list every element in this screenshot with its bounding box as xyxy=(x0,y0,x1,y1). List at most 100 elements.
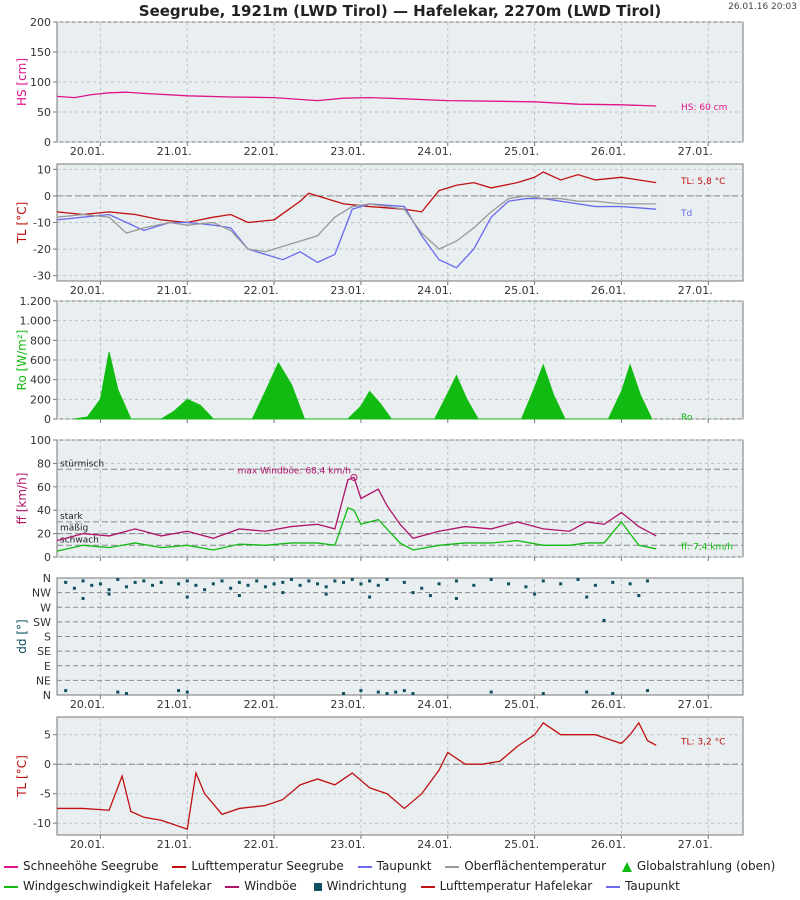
line-series xyxy=(56,91,657,107)
scatter-point xyxy=(359,582,363,586)
scatter-point xyxy=(611,580,615,584)
square-icon xyxy=(313,882,322,891)
annotation: Ro xyxy=(681,413,693,423)
y-tick-label: N xyxy=(43,689,51,702)
x-tick-label: 25.01. xyxy=(504,145,539,158)
scatter-point xyxy=(116,577,120,581)
y-tick-label: 400 xyxy=(30,374,51,387)
annotation: Td xyxy=(680,209,692,219)
x-tick-label: 20.01. xyxy=(70,145,105,158)
scatter-point xyxy=(255,579,259,583)
scatter-point xyxy=(533,592,537,596)
y-axis-label: TL [°C] xyxy=(15,202,29,245)
legend-item-dewpoint-2: Taupunkt xyxy=(606,876,680,896)
scatter-point xyxy=(64,689,68,693)
scatter-point xyxy=(81,579,85,583)
x-tick-label: 23.01. xyxy=(330,284,365,297)
reference-label: schwach xyxy=(60,535,99,545)
chart-panel-wind_direction: 20.01. 21.01. 22.01. 23.01. 24.01. 25.01. 26.0… xyxy=(15,572,744,711)
y-tick-label: 0 xyxy=(44,413,51,426)
scatter-point xyxy=(376,583,380,587)
legend-label: Taupunkt xyxy=(625,879,680,893)
legend-label: Schneehöhe Seegrube xyxy=(23,859,159,873)
scatter-point xyxy=(472,583,476,587)
annotation: HS: 60 cm xyxy=(681,103,727,113)
scatter-point xyxy=(585,595,589,599)
legend-label: Globalstrahlung (oben) xyxy=(636,859,776,873)
reference-label: stark xyxy=(60,512,83,522)
scatter-point xyxy=(350,577,354,581)
scatter-point xyxy=(124,585,128,589)
y-tick-label: W xyxy=(40,601,51,614)
legend-item-dewpoint: Taupunkt xyxy=(357,856,431,876)
scatter-point xyxy=(628,582,632,586)
legend-item-surface-temp: Oberflächentemperatur xyxy=(445,856,606,876)
legend-label: Windrichtung xyxy=(326,879,407,893)
legend-line-icon xyxy=(225,885,240,888)
scatter-point xyxy=(489,690,493,694)
scatter-point xyxy=(602,618,606,622)
y-tick-label: 40 xyxy=(37,504,51,517)
scatter-point xyxy=(133,580,137,584)
x-tick-label: 23.01. xyxy=(330,698,365,711)
y-tick-label: 200 xyxy=(30,16,51,29)
y-axis-label: Ro [W/m²] xyxy=(15,330,29,391)
annotation: ff: 7,4 km/h xyxy=(681,542,733,552)
y-tick-label: 150 xyxy=(30,46,51,59)
y-tick-label: N xyxy=(43,572,51,585)
scatter-point xyxy=(229,586,233,590)
scatter-point xyxy=(316,582,320,586)
plot-area xyxy=(56,439,744,558)
y-tick-label: SE xyxy=(37,645,51,658)
x-tick-label: 21.01. xyxy=(157,145,192,158)
scatter-point xyxy=(72,586,76,590)
y-tick-label: 200 xyxy=(30,393,51,406)
scatter-point xyxy=(420,586,424,590)
scatter-point xyxy=(402,689,406,693)
y-tick-label: 80 xyxy=(37,457,51,470)
y-tick-label: 0 xyxy=(44,136,51,149)
y-tick-label: SW xyxy=(33,616,51,629)
y-tick-label: 0 xyxy=(44,758,51,771)
legend-label: Lufttemperatur Seegrube xyxy=(191,859,344,873)
scatter-point xyxy=(524,585,528,589)
legend-line-icon xyxy=(4,885,18,888)
x-tick-label: 26.01. xyxy=(591,145,626,158)
y-tick-label: 1.000 xyxy=(20,315,52,328)
x-tick-label: 22.01. xyxy=(244,145,279,158)
x-tick-label: 22.01. xyxy=(244,284,279,297)
scatter-point xyxy=(541,579,545,583)
x-tick-label: 20.01. xyxy=(70,698,105,711)
y-tick-label: -5 xyxy=(40,788,51,801)
y-tick-label: -10 xyxy=(33,817,51,830)
scatter-point xyxy=(246,583,250,587)
scatter-point xyxy=(489,577,493,581)
legend-line-icon xyxy=(172,865,187,868)
legend-item-air-temp-seegrube: Lufttemperatur Seegrube xyxy=(172,856,344,876)
y-tick-label: 1.200 xyxy=(20,295,52,308)
legend-item-snow-depth: Schneehöhe Seegrube xyxy=(4,856,158,876)
reference-label: mäßig xyxy=(60,524,88,534)
y-tick-label: 800 xyxy=(30,334,51,347)
y-tick-label: 0 xyxy=(44,190,51,203)
scatter-point xyxy=(90,583,94,587)
x-tick-label: 26.01. xyxy=(591,698,626,711)
scatter-point xyxy=(637,594,641,598)
x-tick-label: 24.01. xyxy=(417,145,452,158)
scatter-point xyxy=(307,579,311,583)
scatter-point xyxy=(559,582,563,586)
scatter-point xyxy=(507,582,511,586)
y-tick-label: 10 xyxy=(37,163,51,176)
line-series xyxy=(56,195,657,253)
scatter-point xyxy=(107,588,111,592)
scatter-point xyxy=(124,692,128,696)
scatter-point xyxy=(428,594,432,598)
x-tick-label: 25.01. xyxy=(504,698,539,711)
x-tick-label: 27.01. xyxy=(678,284,713,297)
scatter-point xyxy=(281,580,285,584)
scatter-point xyxy=(333,579,337,583)
legend-line-icon xyxy=(357,865,372,868)
y-axis-label: dd [°] xyxy=(15,619,29,653)
x-tick-label: 27.01. xyxy=(678,145,713,158)
y-tick-label: NE xyxy=(36,674,51,687)
